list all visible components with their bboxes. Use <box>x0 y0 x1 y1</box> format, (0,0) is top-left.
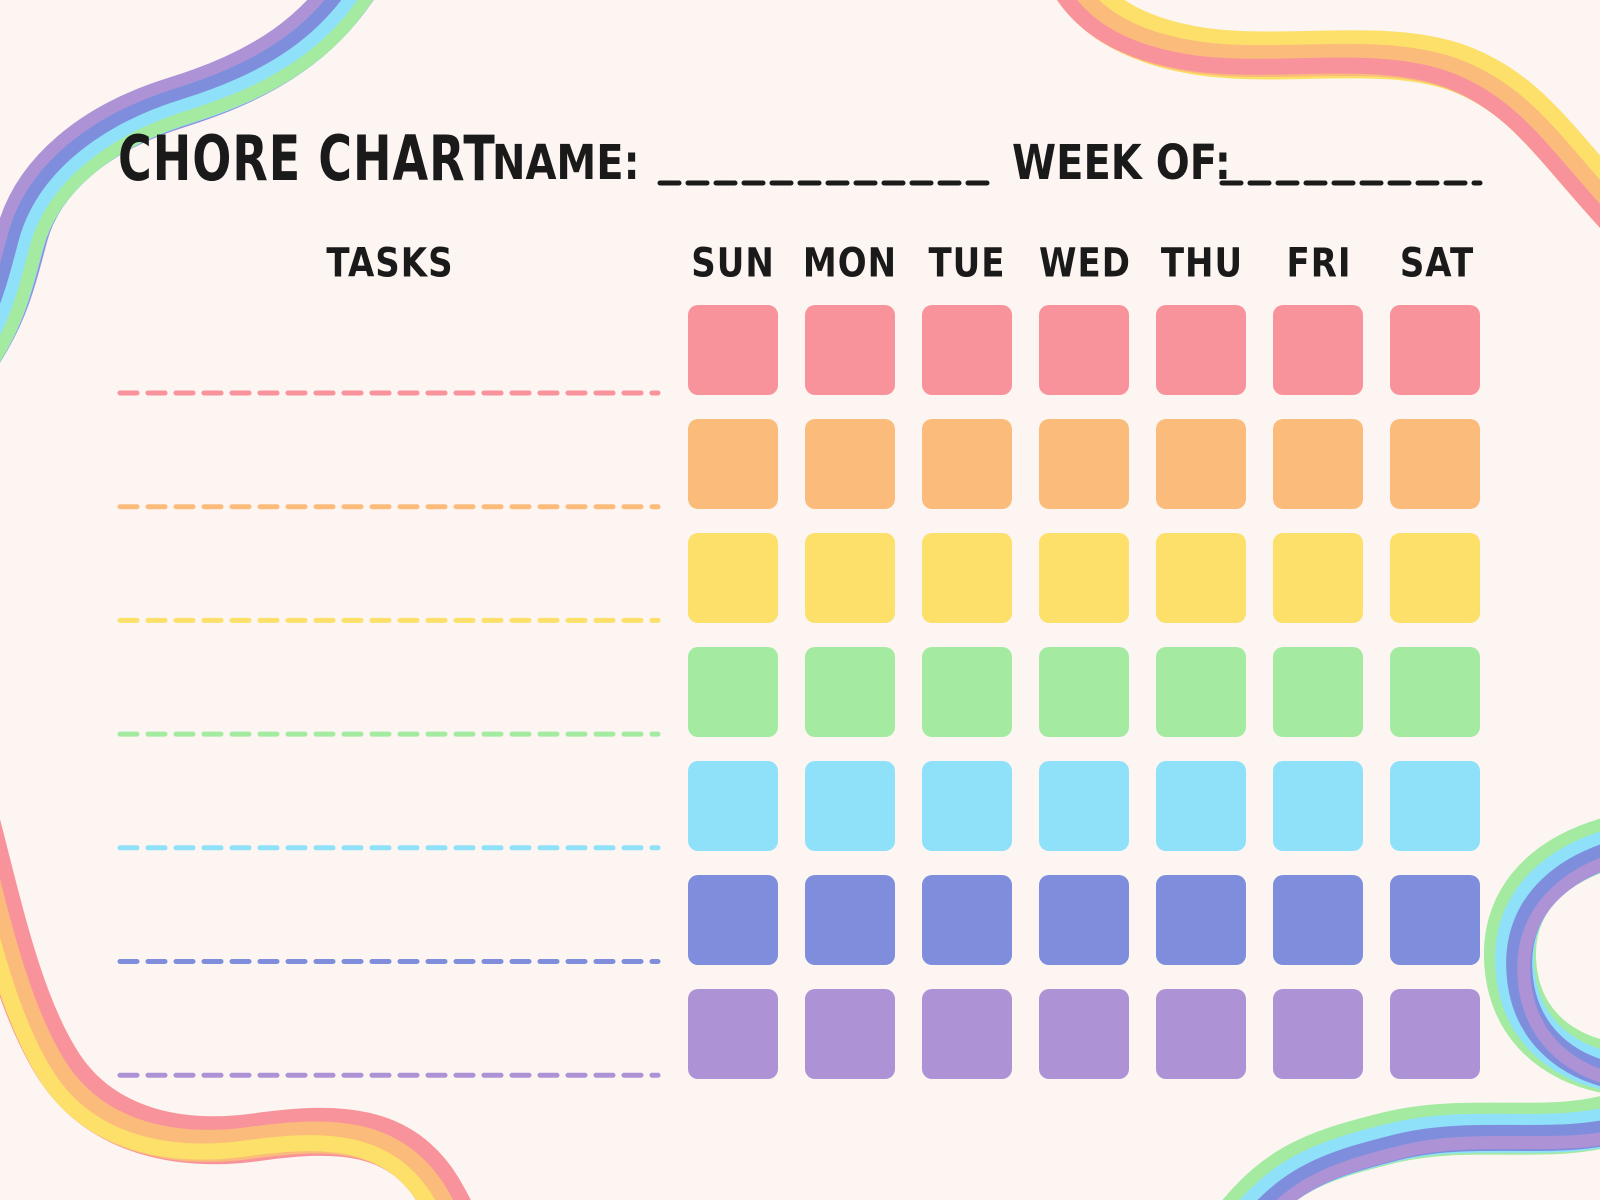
chore-cell-red-tue[interactable] <box>922 305 1012 395</box>
chore-cell-yellow-wed[interactable] <box>1039 533 1129 623</box>
chore-cell-green-tue[interactable] <box>922 647 1012 737</box>
chore-cell-orange-mon[interactable] <box>805 419 895 509</box>
chore-cell-orange-sun[interactable] <box>688 419 778 509</box>
chore-cell-orange-sat[interactable] <box>1390 419 1480 509</box>
day-header-mon: MON <box>802 240 898 288</box>
rainbow-ribbon-top-right <box>1056 0 1600 228</box>
tasks-column-header: TASKS <box>326 240 454 288</box>
chore-cell-red-sun[interactable] <box>688 305 778 395</box>
chore-cell-purple-tue[interactable] <box>922 989 1012 1079</box>
day-header-sat: SAT <box>1399 240 1475 288</box>
chore-cell-yellow-sun[interactable] <box>688 533 778 623</box>
chore-cell-periwinkle-mon[interactable] <box>805 875 895 965</box>
day-header-sun: SUN <box>691 240 775 288</box>
chore-cell-red-sat[interactable] <box>1390 305 1480 395</box>
chore-cell-red-wed[interactable] <box>1039 305 1129 395</box>
chore-cell-periwinkle-sun[interactable] <box>688 875 778 965</box>
chore-cell-periwinkle-thu[interactable] <box>1156 875 1246 965</box>
ribbon-band-red <box>1057 0 1600 228</box>
chore-cell-cyan-thu[interactable] <box>1156 761 1246 851</box>
chore-grid <box>688 305 1480 1079</box>
chore-cell-green-fri[interactable] <box>1273 647 1363 737</box>
chore-cell-cyan-sun[interactable] <box>688 761 778 851</box>
task-input-lines <box>117 390 661 1078</box>
ribbon-band-yellow <box>0 937 436 1200</box>
chore-cell-yellow-fri[interactable] <box>1273 533 1363 623</box>
week-of-label: WEEK OF: <box>1012 135 1231 191</box>
chore-cell-cyan-wed[interactable] <box>1039 761 1129 851</box>
chore-cell-purple-mon[interactable] <box>805 989 895 1079</box>
chore-cell-orange-wed[interactable] <box>1039 419 1129 509</box>
chore-cell-cyan-fri[interactable] <box>1273 761 1363 851</box>
chore-cell-green-mon[interactable] <box>805 647 895 737</box>
page-title: CHORE CHART <box>118 121 496 195</box>
day-header-thu: THU <box>1160 240 1244 288</box>
chore-cell-orange-tue[interactable] <box>922 419 1012 509</box>
chore-cell-cyan-sat[interactable] <box>1390 761 1480 851</box>
chore-cell-orange-thu[interactable] <box>1156 419 1246 509</box>
chore-cell-green-wed[interactable] <box>1039 647 1129 737</box>
chore-cell-purple-sun[interactable] <box>688 989 778 1079</box>
chore-cell-periwinkle-fri[interactable] <box>1273 875 1363 965</box>
day-header-wed: WED <box>1039 240 1131 288</box>
chore-cell-red-fri[interactable] <box>1273 305 1363 395</box>
chore-cell-periwinkle-tue[interactable] <box>922 875 1012 965</box>
chore-cell-purple-fri[interactable] <box>1273 989 1363 1079</box>
ribbon-band-orange <box>0 879 454 1200</box>
chore-cell-green-thu[interactable] <box>1156 647 1246 737</box>
chore-cell-purple-sat[interactable] <box>1390 989 1480 1079</box>
chore-cell-green-sat[interactable] <box>1390 647 1480 737</box>
rainbow-ribbon-bottom-left <box>0 819 471 1200</box>
day-header-tue: TUE <box>928 240 1006 288</box>
rainbow-ribbon-bottom-right <box>1222 818 1600 1200</box>
chore-cell-red-mon[interactable] <box>805 305 895 395</box>
chore-cell-orange-fri[interactable] <box>1273 419 1363 509</box>
ribbon-band-green <box>0 0 374 362</box>
chore-cell-periwinkle-sat[interactable] <box>1390 875 1480 965</box>
chore-cell-yellow-sat[interactable] <box>1390 533 1480 623</box>
chore-cell-yellow-mon[interactable] <box>805 533 895 623</box>
name-label: NAME: <box>492 135 640 191</box>
chore-cell-red-thu[interactable] <box>1156 305 1246 395</box>
chore-cell-green-sun[interactable] <box>688 647 778 737</box>
chore-cell-yellow-tue[interactable] <box>922 533 1012 623</box>
ribbon-band-purple <box>1276 858 1600 1200</box>
rainbow-ribbon-top-left <box>0 0 374 363</box>
chore-cell-periwinkle-wed[interactable] <box>1039 875 1129 965</box>
chore-cell-cyan-tue[interactable] <box>922 761 1012 851</box>
day-header-fri: FRI <box>1286 240 1352 288</box>
chore-cell-purple-wed[interactable] <box>1039 989 1129 1079</box>
chore-cell-yellow-thu[interactable] <box>1156 533 1246 623</box>
chore-cell-purple-thu[interactable] <box>1156 989 1246 1079</box>
chore-cell-cyan-mon[interactable] <box>805 761 895 851</box>
